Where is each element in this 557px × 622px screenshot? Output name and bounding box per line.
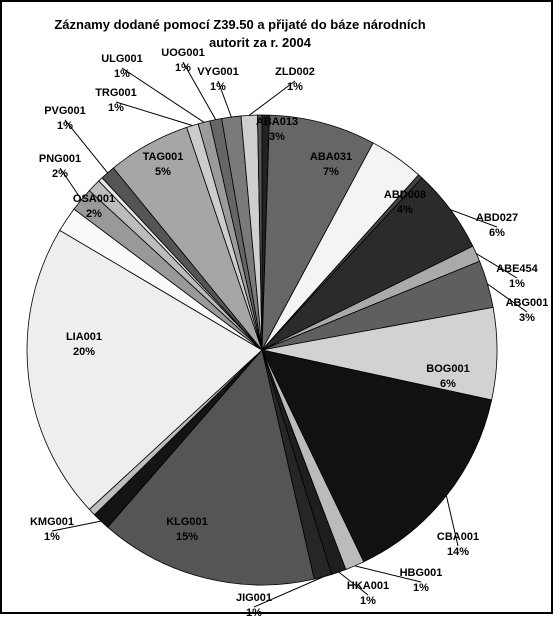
pct-lia001: 20%	[73, 346, 95, 358]
pct-trg001: 1%	[108, 102, 124, 114]
pct-bog001: 6%	[440, 378, 456, 390]
leader-abg001	[487, 283, 528, 313]
leader-lines	[51, 61, 528, 608]
label-abg001: ABG001	[506, 297, 549, 309]
pct-aba013: 3%	[269, 131, 285, 143]
leader-cba001	[445, 495, 459, 547]
leader-uog001	[182, 61, 217, 120]
label-abd027: ABD027	[476, 212, 518, 224]
label-klg001: KLG001	[166, 516, 208, 528]
leader-abd027	[450, 209, 498, 228]
label-jig001: JIG001	[236, 592, 272, 604]
label-uog001: UOG001	[161, 47, 204, 59]
leader-vyg001	[217, 80, 232, 118]
leader-zld002	[248, 80, 296, 116]
leader-png001	[59, 167, 82, 200]
pct-hka001: 1%	[360, 595, 376, 607]
label-hbg001: HBG001	[400, 567, 443, 579]
slice-lia001	[26, 229, 263, 510]
pct-tag001: 5%	[155, 166, 171, 178]
leader-kmg001	[51, 520, 102, 532]
leader-pvg001	[64, 119, 108, 174]
pct-klg001: 15%	[176, 531, 198, 543]
pct-abd027: 6%	[489, 227, 505, 239]
slice-cba001	[261, 349, 493, 563]
pct-jig001: 1%	[246, 607, 262, 617]
slice-labels: ABA013 3% ABA031 7% ABD008 4% ABD027 6% ABE454 1%…	[30, 47, 549, 619]
label-zld002: ZLD002	[275, 66, 315, 78]
pie-slices	[26, 114, 498, 586]
label-cba001: CBA001	[437, 531, 479, 543]
pct-ulg001: 1%	[114, 68, 130, 80]
label-pvg001: PVG001	[44, 105, 86, 117]
pct-kmg001: 1%	[44, 531, 60, 543]
label-png001: PNG001	[39, 153, 81, 165]
pct-aba031: 7%	[323, 166, 339, 178]
pct-osa001: 2%	[86, 208, 102, 220]
leader-jig001	[253, 576, 324, 608]
leader-abe454	[476, 253, 518, 279]
pct-zld002: 1%	[287, 81, 303, 93]
label-lia001: LIA001	[66, 331, 102, 343]
slice-klg001	[107, 349, 315, 586]
pct-vyg001: 1%	[210, 81, 226, 93]
label-bog001: BOG001	[426, 363, 469, 375]
label-osa001: OSA001	[73, 193, 115, 205]
pct-uog001: 1%	[175, 62, 191, 74]
label-abd008: ABD008	[384, 189, 426, 201]
leader-trg001	[115, 101, 193, 126]
label-ulg001: ULG001	[101, 53, 143, 65]
label-trg001: TRG001	[95, 87, 137, 99]
pct-png001: 2%	[52, 168, 68, 180]
leader-ulg001	[121, 67, 205, 123]
label-aba031: ABA031	[310, 151, 352, 163]
pct-abg001: 3%	[519, 312, 535, 324]
label-kmg001: KMG001	[30, 516, 74, 528]
pct-cba001: 14%	[447, 546, 469, 558]
pct-abd008: 4%	[397, 204, 413, 216]
leader-hbg001	[354, 565, 422, 583]
label-aba013: ABA013	[256, 116, 298, 128]
leader-hka001	[338, 571, 369, 596]
pct-hbg001: 1%	[413, 582, 429, 594]
chart-title-line-1: Záznamy dodané pomocí Z39.50 a přijaté d…	[54, 17, 425, 32]
pct-abe454: 1%	[509, 278, 525, 290]
label-vyg001: VYG001	[197, 66, 239, 78]
slice-aba031	[261, 114, 374, 351]
label-hka001: HKA001	[347, 580, 389, 592]
slice-unlabeled-27	[257, 114, 263, 351]
pct-pvg001: 1%	[57, 120, 73, 132]
label-tag001: TAG001	[143, 151, 184, 163]
label-abe454: ABE454	[496, 263, 538, 275]
chart-title-line-2: autorit za r. 2004	[209, 35, 312, 50]
